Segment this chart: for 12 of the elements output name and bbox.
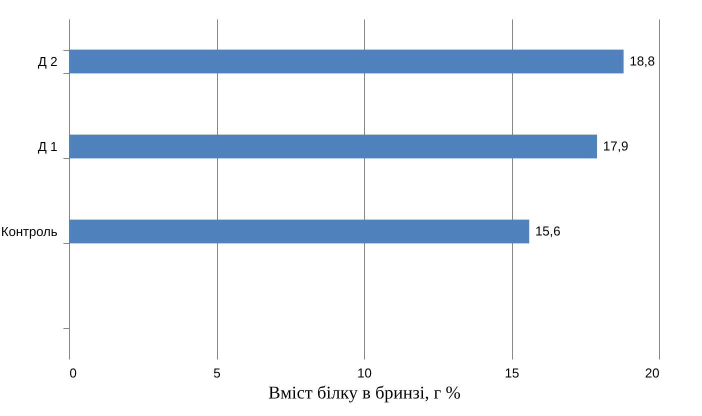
- y-tick-label: Контроль: [1, 224, 58, 239]
- y-tick-label: Д 2: [38, 54, 58, 69]
- x-tick-label: 20: [645, 366, 660, 380]
- x-tick-label: 5: [213, 366, 221, 380]
- x-axis-title: Вміст білку в бринзі, г %: [268, 382, 461, 402]
- data-label: 15,6: [535, 224, 561, 238]
- data-label: 18,8: [630, 54, 655, 68]
- x-tick-label: 0: [70, 366, 77, 380]
- y-tick-label: Д 1: [38, 139, 58, 154]
- x-tick-label: 15: [504, 366, 520, 380]
- x-tick-label: 10: [357, 366, 372, 380]
- data-label: 17,9: [603, 138, 628, 154]
